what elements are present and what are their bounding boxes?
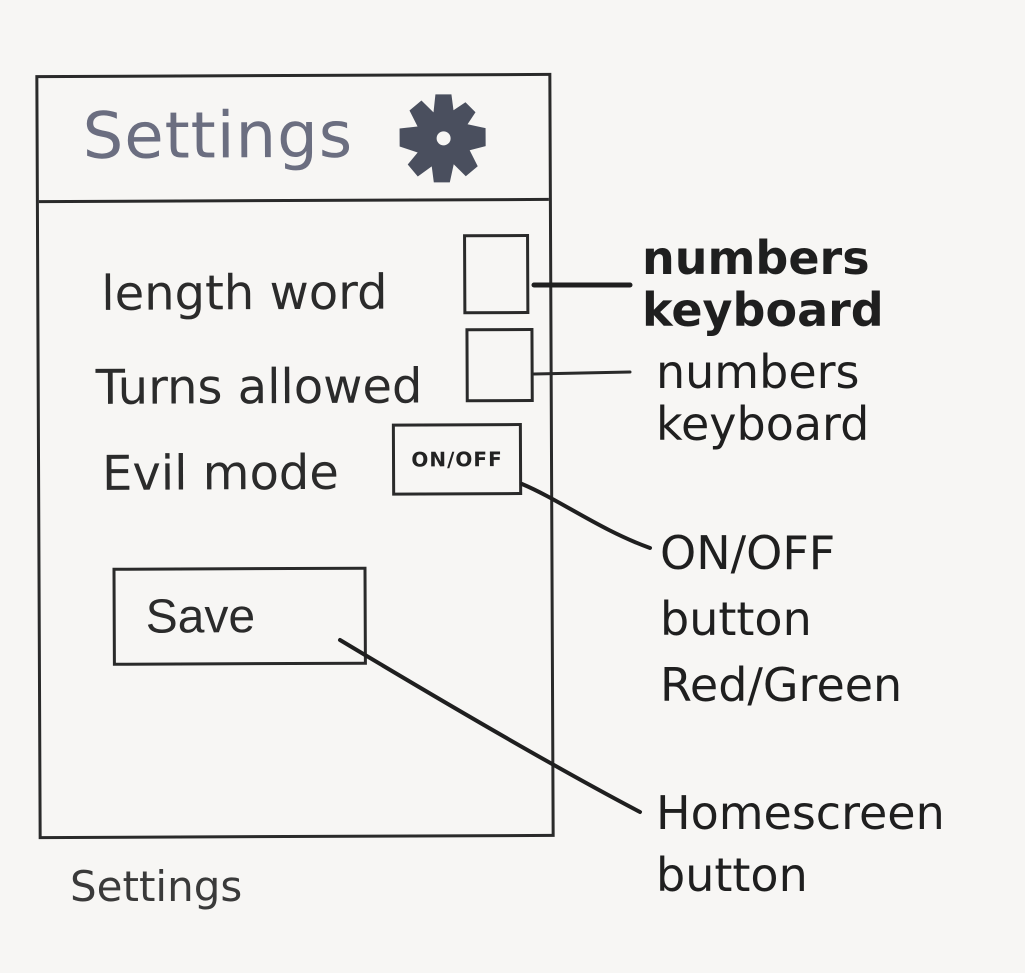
annotation-toggle: ON/OFF button Red/Green	[660, 520, 902, 718]
annotation-turns-line1: numbers	[656, 345, 860, 399]
connector-turns	[532, 370, 632, 376]
annotation-length-word-line1: numbers	[642, 231, 870, 285]
connector-toggle	[520, 482, 652, 550]
annotation-length-word: numbers keyboard	[642, 232, 884, 336]
settings-header: Settings	[38, 75, 549, 204]
annotation-save-line1: Homescreen	[656, 786, 945, 840]
annotation-save-line2: button	[656, 848, 808, 902]
annotation-toggle-line3: Red/Green	[660, 658, 903, 712]
sketch-caption: Settings	[70, 862, 243, 911]
annotation-save: Homescreen button	[656, 782, 945, 906]
phone-frame: Settings length word Turns allowed Evil …	[35, 72, 555, 840]
annotation-length-word-line2: keyboard	[642, 283, 884, 337]
annotation-toggle-line2: button	[660, 592, 812, 646]
gear-icon	[399, 94, 486, 183]
connector-save	[338, 638, 642, 814]
annotation-turns: numbers keyboard	[656, 346, 869, 450]
annotation-toggle-line1: ON/OFF	[660, 526, 836, 580]
annotation-turns-line2: keyboard	[656, 397, 870, 451]
